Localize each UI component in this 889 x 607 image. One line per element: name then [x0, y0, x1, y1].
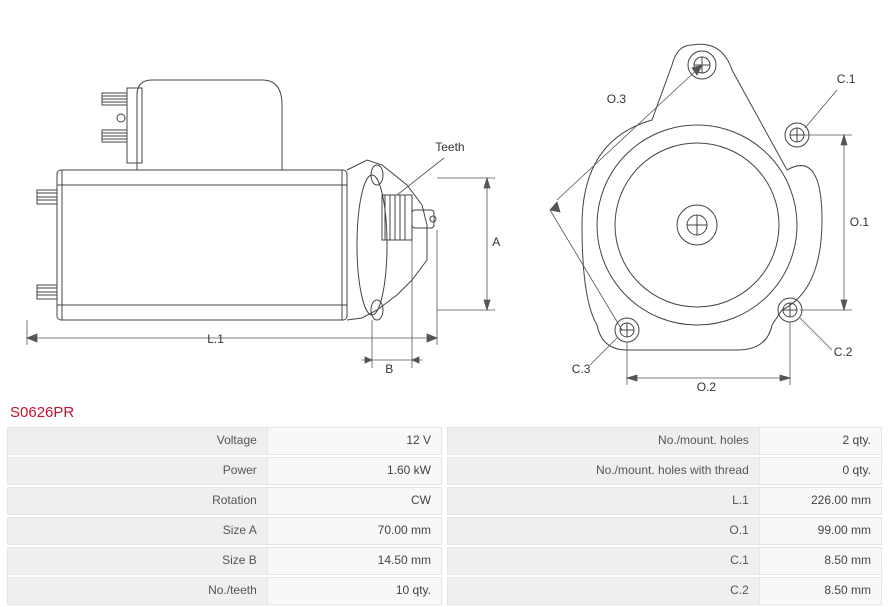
spec-value: 70.00 mm	[268, 518, 441, 544]
table-row: L.1 226.00 mm	[447, 487, 882, 515]
front-view-drawing: O.3 O.1 O.2 C.1 C.2 C.3	[522, 10, 882, 390]
spec-value: 10 qty.	[268, 578, 441, 604]
table-row: Voltage 12 V	[7, 427, 442, 455]
label-c1: C.1	[837, 72, 856, 86]
spec-label: Voltage	[8, 428, 268, 454]
spec-value: 2 qty.	[760, 428, 881, 454]
spec-value: 226.00 mm	[760, 488, 881, 514]
side-view-drawing: L.1 B A Teeth	[7, 10, 507, 390]
table-row: Rotation CW	[7, 487, 442, 515]
spec-column-right: No./mount. holes 2 qty. No./mount. holes…	[447, 427, 882, 607]
label-l1: L.1	[207, 332, 224, 346]
spec-label: O.1	[448, 518, 760, 544]
spec-value: 1.60 kW	[268, 458, 441, 484]
label-teeth: Teeth	[435, 140, 464, 154]
spec-value: 99.00 mm	[760, 518, 881, 544]
spec-label: Size A	[8, 518, 268, 544]
table-row: O.1 99.00 mm	[447, 517, 882, 545]
label-a: A	[492, 235, 500, 249]
spec-value: 8.50 mm	[760, 548, 881, 574]
table-row: C.1 8.50 mm	[447, 547, 882, 575]
table-row: Power 1.60 kW	[7, 457, 442, 485]
diagram-area: L.1 B A Teeth	[0, 0, 889, 400]
label-o1: O.1	[850, 215, 869, 229]
spec-table: Voltage 12 V Power 1.60 kW Rotation CW S…	[7, 427, 882, 607]
spec-value: CW	[268, 488, 441, 514]
table-row: Size A 70.00 mm	[7, 517, 442, 545]
spec-label: No./mount. holes with thread	[448, 458, 760, 484]
table-row: No./teeth 10 qty.	[7, 577, 442, 605]
label-c3: C.3	[572, 362, 591, 376]
label-o2: O.2	[697, 380, 716, 394]
spec-label: L.1	[448, 488, 760, 514]
spec-value: 0 qty.	[760, 458, 881, 484]
table-row: Size B 14.50 mm	[7, 547, 442, 575]
spec-label: Size B	[8, 548, 268, 574]
spec-label: Power	[8, 458, 268, 484]
label-c2: C.2	[834, 345, 853, 359]
spec-label: No./teeth	[8, 578, 268, 604]
spec-label: C.1	[448, 548, 760, 574]
label-o3: O.3	[607, 92, 626, 106]
spec-value: 8.50 mm	[760, 578, 881, 604]
table-row: C.2 8.50 mm	[447, 577, 882, 605]
product-code: S0626PR	[0, 400, 889, 427]
table-row: No./mount. holes 2 qty.	[447, 427, 882, 455]
spec-value: 12 V	[268, 428, 441, 454]
spec-label: Rotation	[8, 488, 268, 514]
spec-column-left: Voltage 12 V Power 1.60 kW Rotation CW S…	[7, 427, 442, 607]
spec-label: No./mount. holes	[448, 428, 760, 454]
label-b: B	[385, 362, 393, 376]
spec-label: C.2	[448, 578, 760, 604]
spec-value: 14.50 mm	[268, 548, 441, 574]
table-row: No./mount. holes with thread 0 qty.	[447, 457, 882, 485]
